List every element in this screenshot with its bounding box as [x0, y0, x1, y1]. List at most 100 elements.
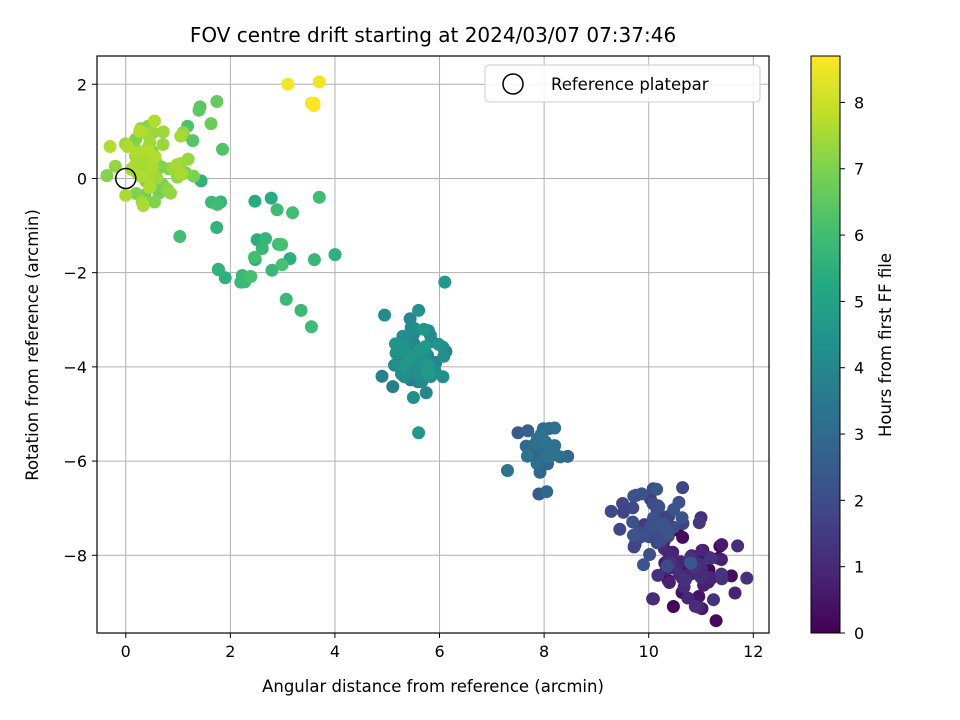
- data-point: [534, 428, 548, 441]
- data-point: [412, 303, 426, 317]
- data-point: [192, 103, 206, 117]
- data-point: [613, 522, 627, 536]
- data-point: [627, 528, 640, 542]
- colorbar-frame: [810, 55, 841, 634]
- data-point: [520, 449, 534, 463]
- data-point: [281, 77, 295, 91]
- x-tick-label: 4: [330, 642, 340, 661]
- data-point: [108, 159, 122, 173]
- y-tick-label: −4: [63, 358, 87, 377]
- data-point: [521, 424, 535, 438]
- data-point: [248, 194, 262, 208]
- data-point: [100, 169, 114, 183]
- data-point: [174, 129, 188, 143]
- data-point: [548, 421, 562, 435]
- x-tick-label: 10: [639, 642, 659, 661]
- x-tick-label: 6: [434, 642, 444, 661]
- data-point: [204, 117, 218, 131]
- data-point: [270, 203, 284, 217]
- data-point: [119, 188, 133, 202]
- data-points: [100, 75, 754, 628]
- data-point: [244, 270, 258, 283]
- data-point: [248, 250, 261, 264]
- data-point: [676, 481, 690, 495]
- data-point: [307, 96, 321, 110]
- x-tick-label: 12: [743, 642, 763, 661]
- x-tick-label: 2: [225, 642, 235, 661]
- data-point: [216, 142, 229, 156]
- data-point: [731, 539, 745, 553]
- data-point: [378, 308, 392, 322]
- data-point: [432, 337, 446, 351]
- data-point: [678, 573, 692, 587]
- data-point: [740, 571, 754, 585]
- colorbar-tick-label: 3: [854, 425, 864, 444]
- legend: Reference platepar: [484, 64, 761, 103]
- data-point: [519, 439, 533, 453]
- data-point: [545, 448, 558, 462]
- data-point: [304, 320, 318, 334]
- data-point: [660, 559, 674, 573]
- data-point: [210, 95, 224, 108]
- data-point: [627, 540, 641, 554]
- legend-box: [484, 64, 761, 103]
- data-point: [635, 487, 649, 501]
- data-point: [626, 515, 640, 529]
- data-point: [275, 238, 289, 251]
- data-point: [675, 511, 689, 525]
- x-tick-label: 8: [539, 642, 549, 661]
- data-point: [650, 482, 664, 496]
- data-point: [637, 528, 651, 542]
- colorbar-tick-label: 6: [854, 226, 864, 245]
- plot-frame: [96, 55, 770, 634]
- data-point: [156, 138, 170, 151]
- data-point: [259, 232, 272, 246]
- data-point: [692, 590, 706, 603]
- data-point: [173, 230, 187, 243]
- data-point: [666, 600, 680, 613]
- y-tick-label: 2: [77, 75, 87, 94]
- data-point: [148, 195, 161, 209]
- colorbar-ticks: 0 1 2 3 4 5 6 7 8: [840, 93, 864, 643]
- legend-label: Reference platepar: [551, 75, 709, 94]
- data-point: [264, 191, 278, 205]
- data-point: [511, 426, 525, 440]
- data-point: [121, 140, 134, 153]
- data-point: [286, 206, 300, 220]
- data-point: [652, 500, 666, 514]
- data-point: [667, 503, 681, 516]
- data-point: [307, 253, 321, 267]
- data-point: [103, 140, 117, 153]
- data-point: [417, 322, 431, 336]
- data-point: [403, 351, 417, 365]
- data-point: [421, 367, 435, 381]
- data-point: [211, 262, 225, 276]
- data-point: [406, 391, 420, 404]
- data-point: [530, 457, 544, 470]
- data-point: [688, 599, 702, 613]
- data-point: [704, 551, 718, 565]
- y-axis-label: Rotation from reference (arcmin): [23, 209, 42, 481]
- data-point: [210, 221, 224, 234]
- data-point: [540, 485, 554, 499]
- colorbar-tick-label: 4: [854, 359, 864, 378]
- data-point: [164, 186, 177, 200]
- chart-title: FOV centre drift starting at 2024/03/07 …: [190, 23, 676, 47]
- y-tick-label: 0: [77, 169, 87, 188]
- data-point: [694, 570, 708, 584]
- data-point: [709, 614, 723, 628]
- data-point: [131, 145, 145, 159]
- data-point: [328, 248, 342, 262]
- y-axis-ticks: −8 −6 −4 −2 0 2: [63, 75, 97, 565]
- colorbar-label: Hours from first FF file: [876, 253, 895, 437]
- colorbar-tick-label: 0: [854, 624, 864, 643]
- data-point: [143, 180, 157, 194]
- y-tick-label: −2: [63, 264, 87, 283]
- data-point: [210, 197, 224, 211]
- colorbar: [811, 56, 840, 633]
- data-point: [651, 568, 665, 582]
- data-point: [386, 380, 400, 394]
- data-point: [646, 592, 660, 606]
- colorbar-tick-label: 2: [854, 491, 864, 510]
